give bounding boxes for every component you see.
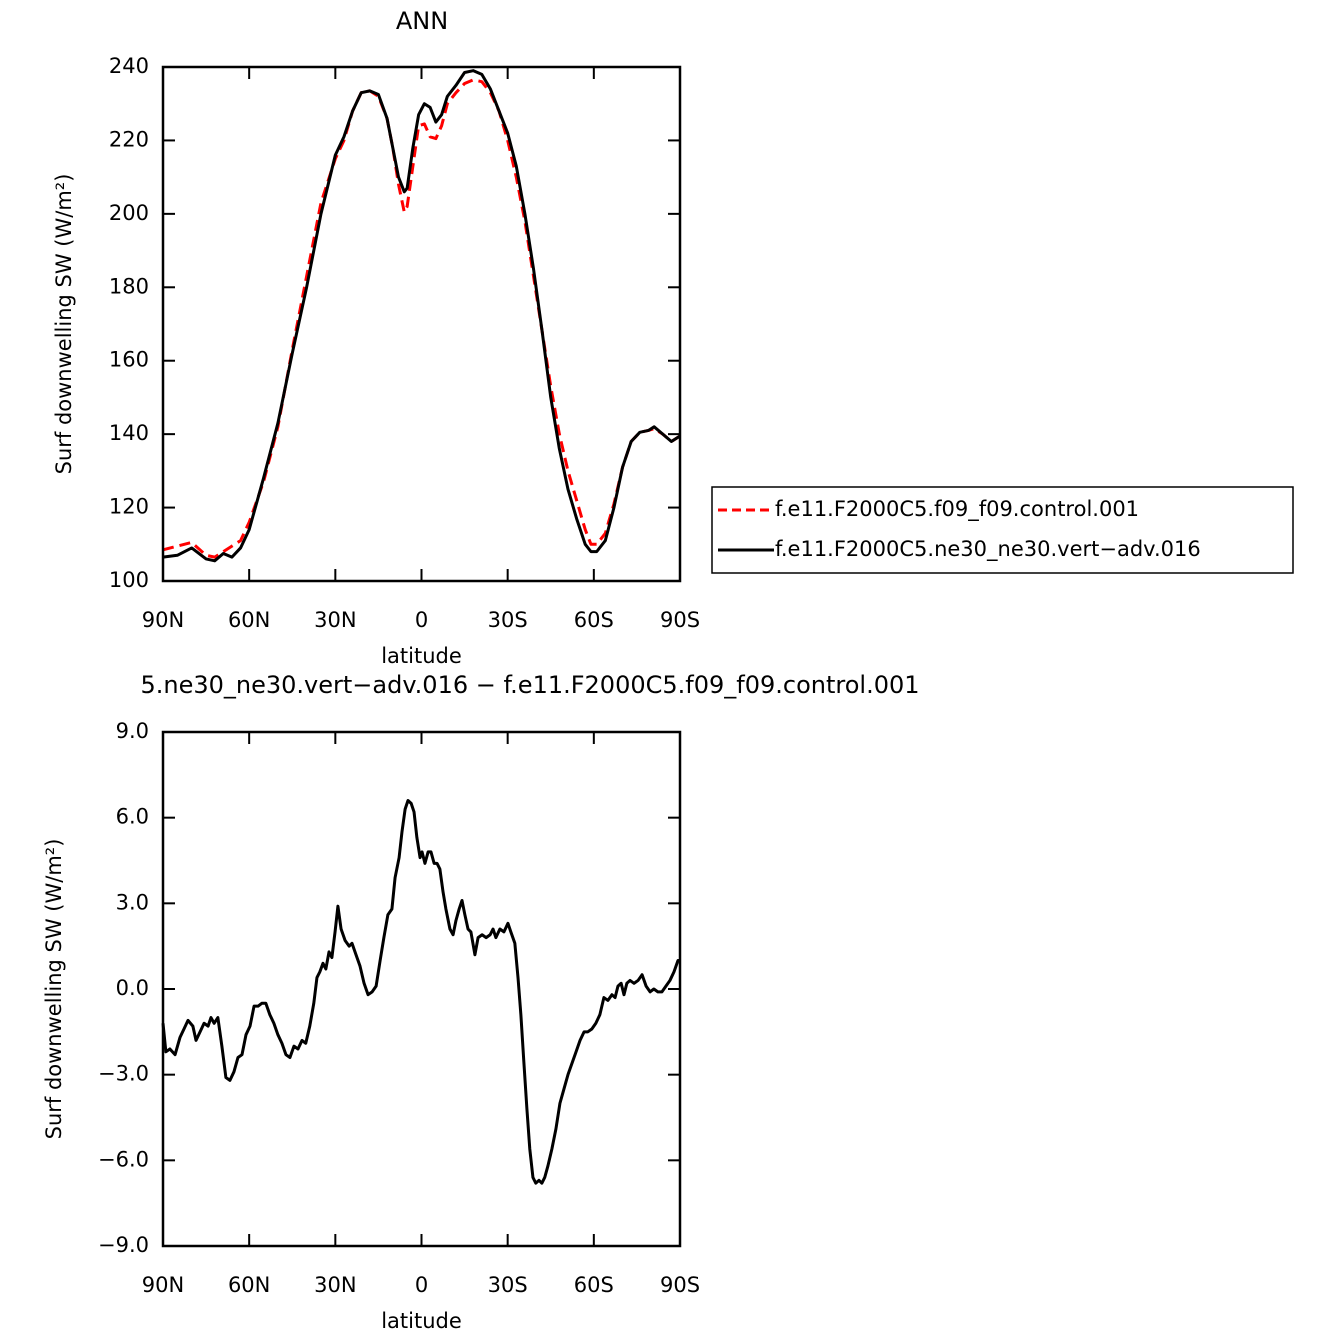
- x-tick-label: 60N: [228, 608, 270, 632]
- y-tick-label: 100: [109, 568, 149, 592]
- x-tick-label: 30S: [488, 608, 528, 632]
- y-tick-label: 220: [109, 127, 149, 151]
- x-tick-label: 60S: [574, 608, 614, 632]
- x-tick-label: 30S: [488, 1273, 528, 1297]
- x-tick-label: 90N: [142, 608, 184, 632]
- data-line: [162, 78, 681, 559]
- y-axis-label: Surf downwelling SW (W/m²): [42, 839, 66, 1140]
- plot-frame: [161, 65, 682, 583]
- x-tick-label: 60S: [574, 1273, 614, 1297]
- y-tick-label: 240: [109, 54, 149, 78]
- legend-label: f.e11.F2000C5.f09_f09.control.001: [775, 497, 1139, 522]
- x-axis-label: latitude: [381, 644, 462, 668]
- y-tick-label: −6.0: [98, 1147, 149, 1171]
- y-tick-label: 180: [109, 274, 149, 298]
- y-tick-label: 0.0: [116, 976, 149, 1000]
- y-tick-label: 120: [109, 495, 149, 519]
- y-tick-label: −9.0: [98, 1233, 149, 1257]
- y-tick-label: 3.0: [116, 890, 149, 914]
- y-axis-label: Surf downwelling SW (W/m²): [52, 174, 76, 475]
- y-tick-label: 6.0: [116, 805, 149, 829]
- y-tick-label: −3.0: [98, 1062, 149, 1086]
- data-line: [162, 69, 681, 563]
- chart-title: 5.ne30_ne30.vert−adv.016 − f.e11.F2000C5…: [140, 671, 919, 699]
- data-line: [161, 799, 680, 1185]
- x-tick-label: 0: [415, 608, 428, 632]
- x-tick-label: 90S: [660, 608, 700, 632]
- x-tick-label: 90S: [660, 1273, 700, 1297]
- y-tick-label: 140: [109, 421, 149, 445]
- plot-frame: [161, 730, 682, 1248]
- chart-title: ANN: [396, 7, 448, 35]
- y-tick-label: 200: [109, 201, 149, 225]
- x-tick-label: 30N: [314, 608, 356, 632]
- x-axis-label: latitude: [381, 1309, 462, 1333]
- x-tick-label: 90N: [142, 1273, 184, 1297]
- x-tick-label: 0: [415, 1273, 428, 1297]
- y-tick-label: 9.0: [116, 719, 149, 743]
- legend-box: [711, 486, 1294, 574]
- x-tick-label: 60N: [228, 1273, 270, 1297]
- x-tick-label: 30N: [314, 1273, 356, 1297]
- legend-label: f.e11.F2000C5.ne30_ne30.vert−adv.016: [775, 537, 1201, 562]
- y-tick-label: 160: [109, 348, 149, 372]
